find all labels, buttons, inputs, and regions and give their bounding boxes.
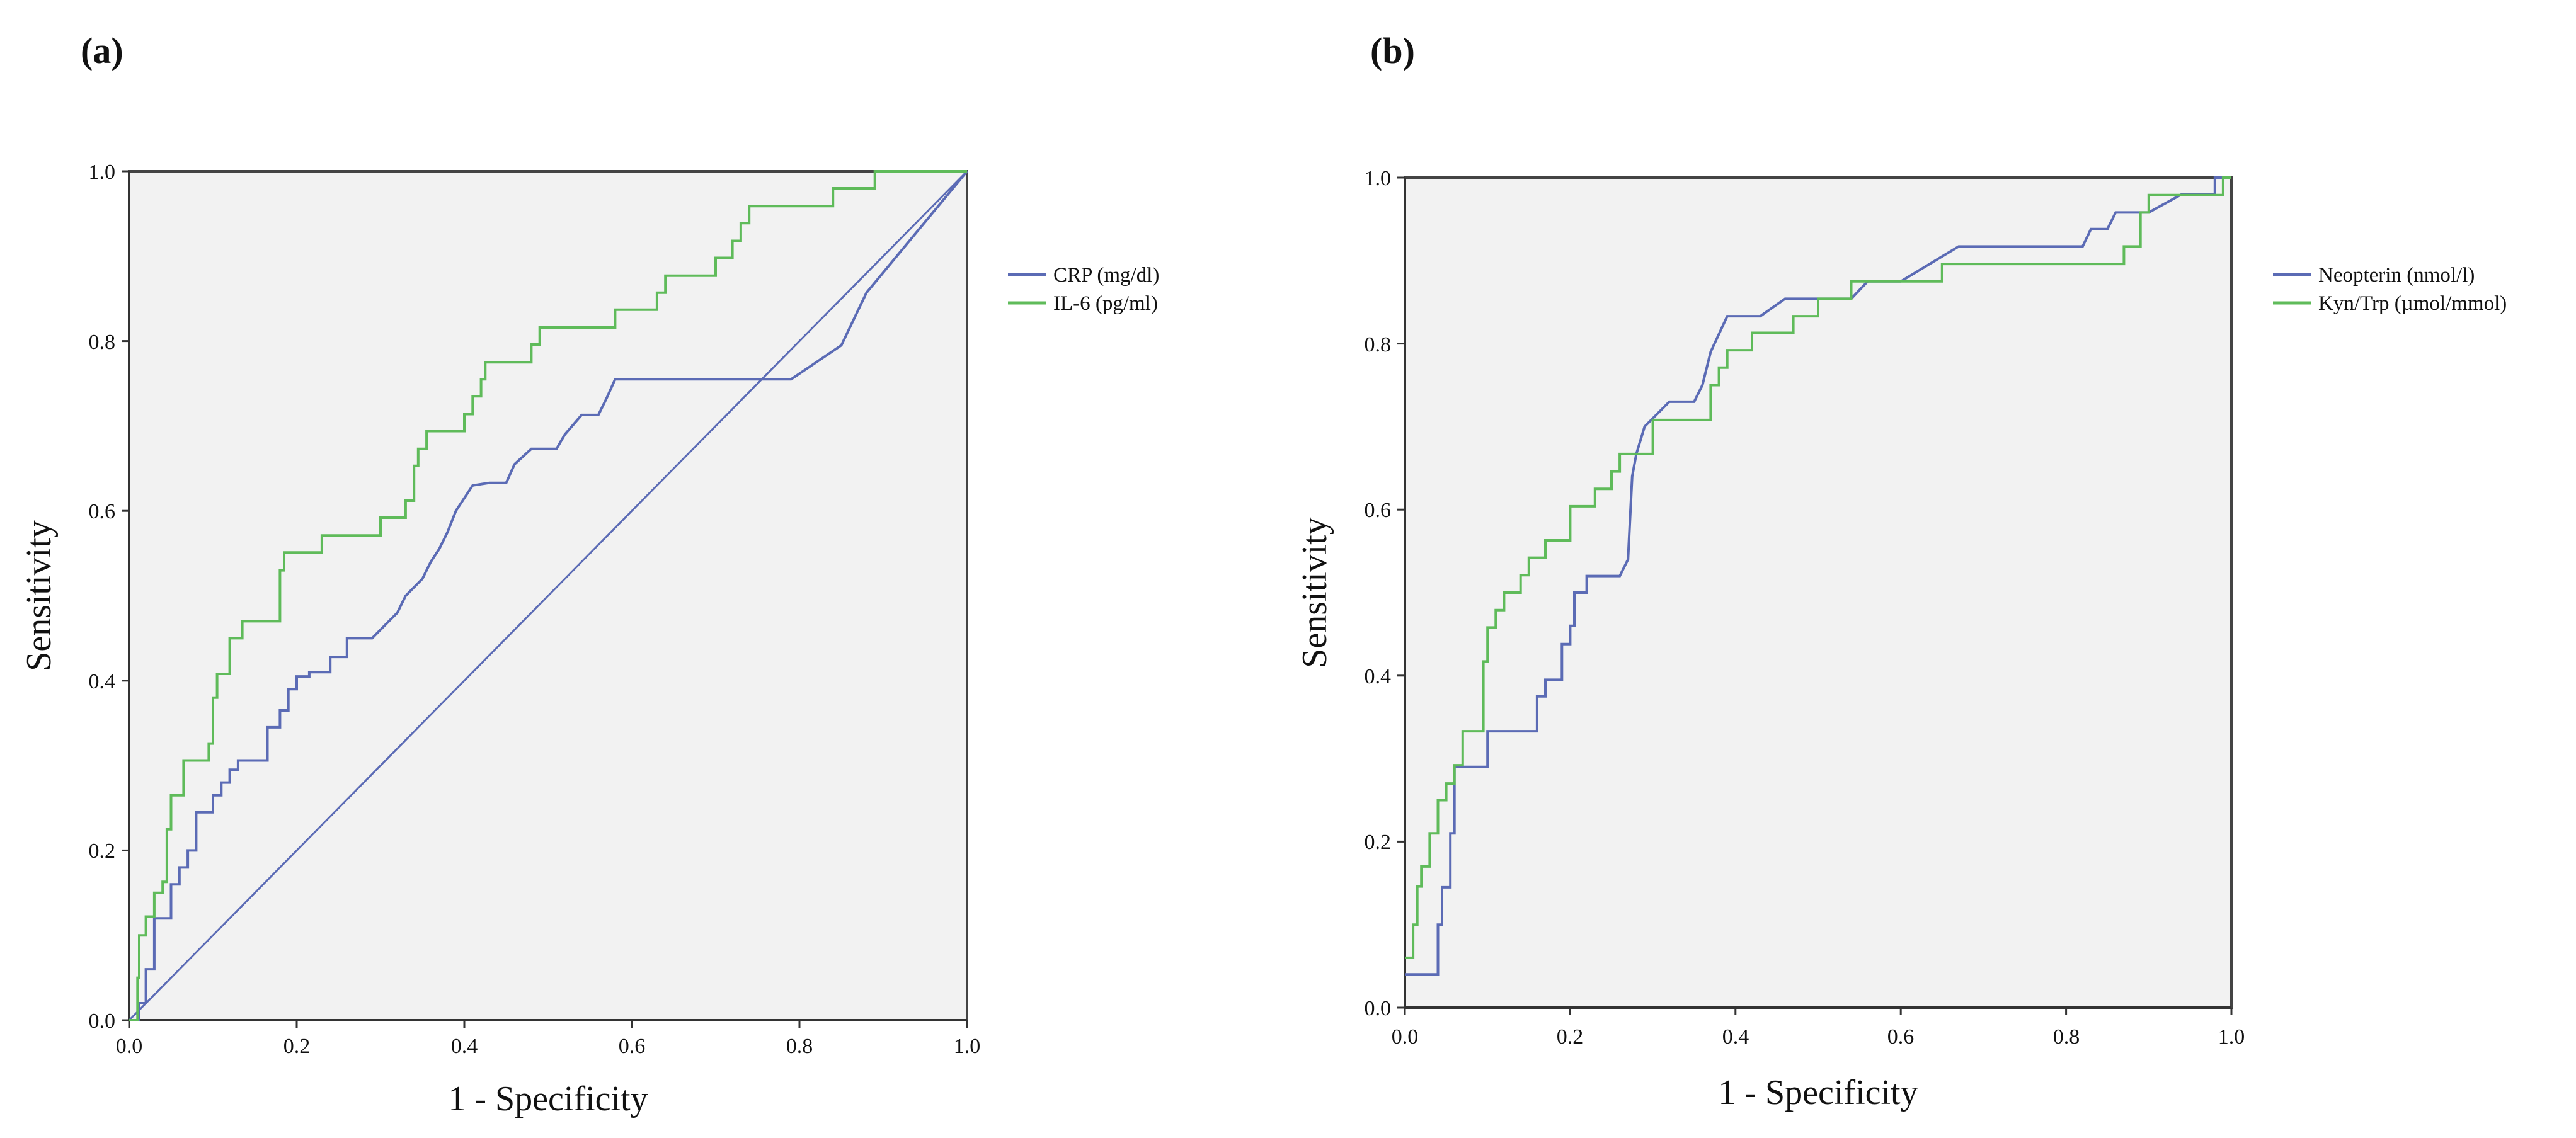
panel-a-y-tick-1: 0.2 — [89, 839, 116, 863]
panel-b-label: (b) — [1370, 30, 1415, 71]
panel-b-y-tick-2: 0.4 — [1365, 665, 1392, 688]
panel-b-legend-label-kyntrp: Kyn/Trp (µmol/mmol) — [2318, 292, 2507, 315]
panel-b-series — [1405, 176, 2231, 976]
panel-a-series — [129, 170, 968, 1021]
panel-b-y-tick-0: 0.0 — [1365, 997, 1392, 1020]
panel-a: (a) 0.0 0.2 0.4 0.6 0.8 1.0 Sensitivity — [20, 30, 1159, 1118]
panel-a-x-tick-0: 0.0 — [116, 1035, 143, 1058]
panel-a-series-il6-line — [129, 170, 967, 1021]
panel-a-reference-line — [128, 170, 968, 1021]
panel-b-y-tick-4: 0.8 — [1365, 333, 1392, 356]
panel-a-y-axis: 0.0 0.2 0.4 0.6 0.8 1.0 Sensitivity — [20, 161, 130, 1033]
panel-b-x-tick-0: 0.0 — [1392, 1025, 1419, 1049]
panel-a-y-tick-3: 0.6 — [89, 500, 116, 523]
panel-b-y-tick-3: 0.6 — [1365, 499, 1392, 522]
panel-a-x-tick-2: 0.4 — [451, 1035, 478, 1058]
panel-a-x-tick-5: 1.0 — [954, 1035, 981, 1058]
panel-a-legend-label-il6: IL-6 (pg/ml) — [1053, 292, 1158, 315]
panel-b-x-tick-4: 0.8 — [2053, 1025, 2080, 1049]
panel-b-x-tick-1: 0.2 — [1557, 1025, 1584, 1049]
panel-a-y-tick-4: 0.8 — [89, 331, 116, 354]
panel-b-x-axis: 0.0 0.2 0.4 0.6 0.8 1.0 1 - Specificity — [1392, 1006, 2245, 1112]
panel-b-x-tick-2: 0.4 — [1722, 1025, 1749, 1049]
panel-b-y-axis: 0.0 0.2 0.4 0.6 0.8 1.0 Sensitivity — [1295, 167, 1406, 1020]
panel-b-y-axis-title: Sensitivity — [1295, 517, 1334, 668]
panel-b-x-axis-title: 1 - Specificity — [1718, 1073, 1918, 1112]
panel-a-y-tick-2: 0.4 — [89, 670, 116, 693]
panel-b-y-tick-1: 0.2 — [1365, 831, 1392, 854]
panel-a-label: (a) — [81, 30, 123, 71]
panel-a-x-tick-1: 0.2 — [283, 1035, 311, 1058]
panel-b-y-tick-5: 1.0 — [1365, 167, 1392, 190]
panel-b-series-kyntrp-line — [1405, 176, 2231, 959]
panel-a-y-tick-5: 1.0 — [89, 161, 116, 184]
panel-a-x-tick-4: 0.8 — [786, 1035, 813, 1058]
panel-a-y-axis-title: Sensitivity — [20, 520, 59, 671]
panel-b: (b) 0.0 0.2 0.4 0.6 0.8 1.0 Sensitivity — [1295, 30, 2507, 1112]
panel-a-x-tick-3: 0.6 — [619, 1035, 646, 1058]
panel-a-y-tick-0: 0.0 — [89, 1010, 116, 1033]
panel-a-legend-label-crp: CRP (mg/dl) — [1053, 264, 1159, 287]
panel-a-x-axis: 0.0 0.2 0.4 0.6 0.8 1.0 1 - Specificity — [116, 1019, 981, 1118]
panel-b-x-tick-5: 1.0 — [2218, 1025, 2245, 1049]
panel-a-legend: CRP (mg/dl) IL-6 (pg/ml) — [1008, 264, 1159, 315]
panel-b-x-tick-3: 0.6 — [1887, 1025, 1915, 1049]
panel-b-legend-label-neopterin: Neopterin (nmol/l) — [2318, 264, 2475, 287]
panel-a-x-axis-title: 1 - Specificity — [448, 1079, 648, 1118]
panel-a-series-crp-line — [129, 170, 968, 1021]
panel-b-legend: Neopterin (nmol/l) Kyn/Trp (µmol/mmol) — [2273, 264, 2507, 315]
